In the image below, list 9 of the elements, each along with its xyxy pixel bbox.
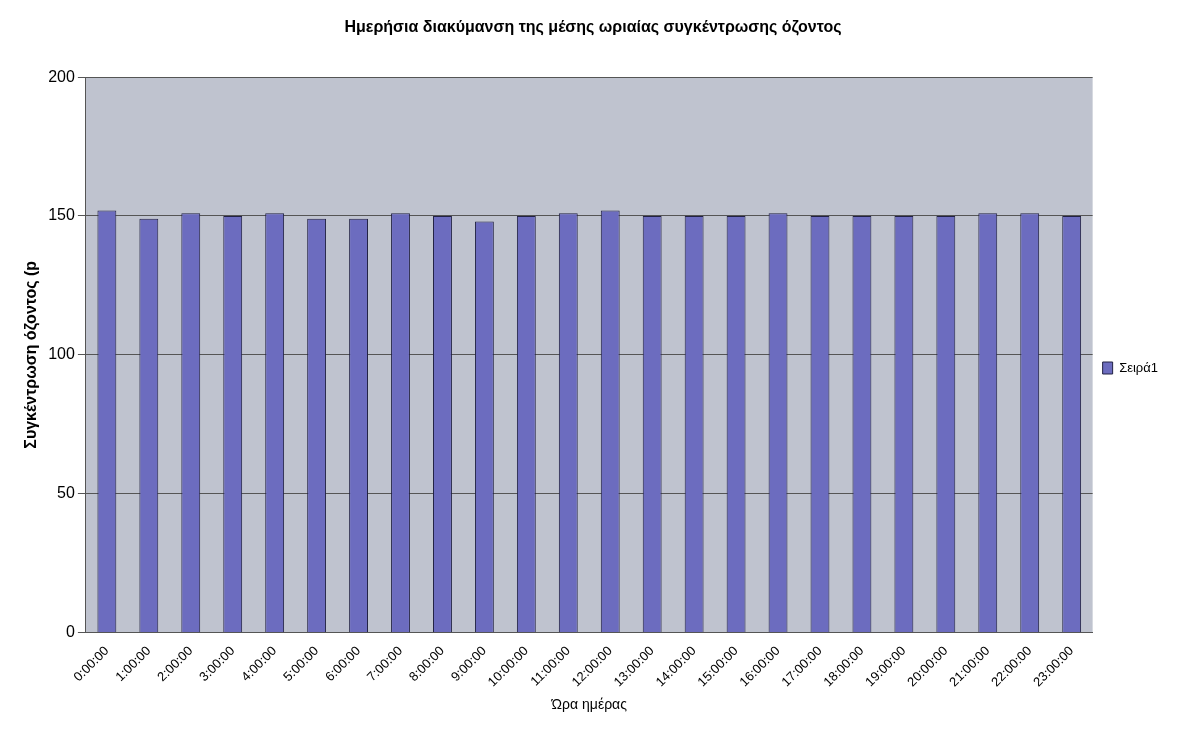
x-axis-title: Ώρα ημέρας (550, 696, 628, 713)
y-tick-label: 50 (57, 484, 75, 501)
chart-title: Ημερήσια διακύμανση της μέσης ωριαίας συγκέντρωσης όζοντος (344, 18, 842, 37)
y-tick-label: 100 (48, 345, 75, 363)
y-tick-label: 200 (48, 67, 75, 85)
y-tick-label: 0 (65, 622, 75, 640)
y-axis-title: Συγκέντρωση όζοντος (p (22, 260, 41, 449)
legend-label: Σειρά1 (1119, 359, 1159, 375)
y-tick-label: 150 (48, 206, 75, 224)
